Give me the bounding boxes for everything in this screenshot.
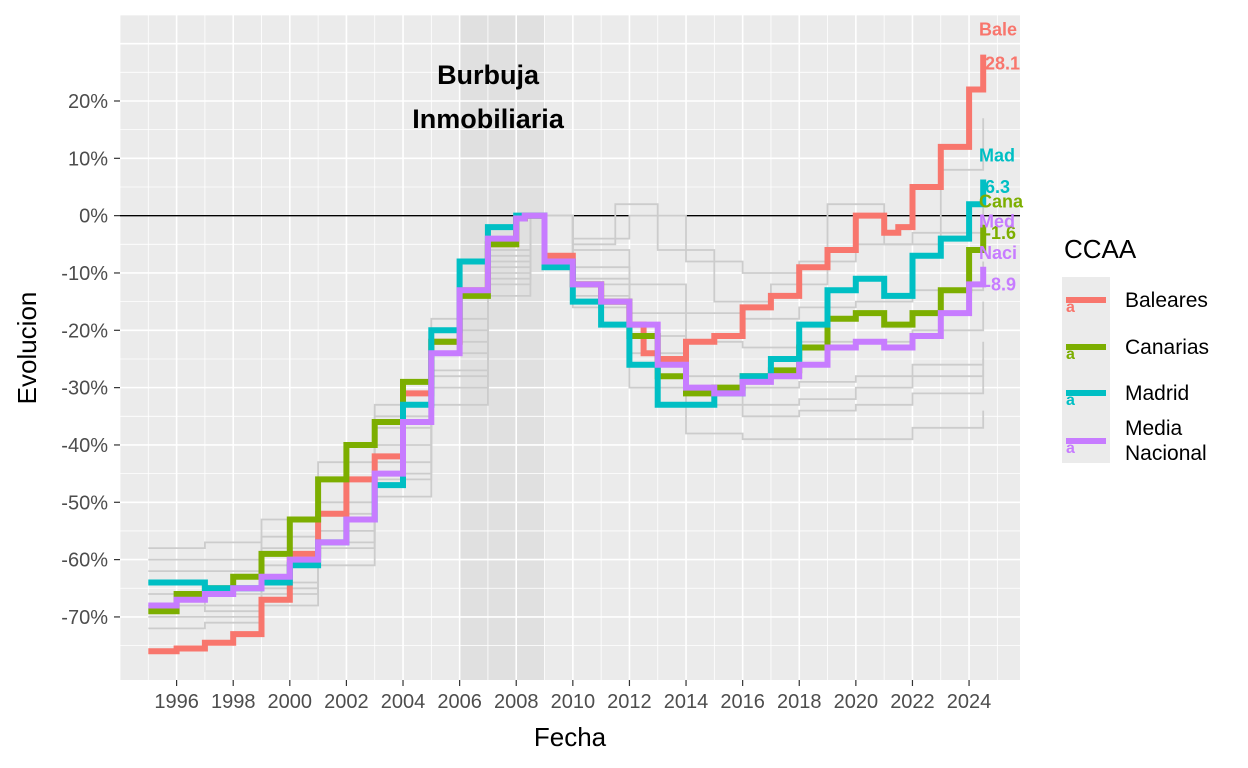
x-tick-label: 2024 (947, 691, 992, 713)
x-tick-label: 2006 (437, 691, 482, 713)
x-axis: 1996 1998 2000 2002 2004 2006 2008 2010 2012 2014… (154, 680, 991, 713)
legend-label: Baleares (1125, 289, 1208, 312)
series-line-media-nacional (148, 212, 987, 609)
x-tick-label: 2008 (494, 691, 539, 713)
legend: CCAA a Baleares a Canarias a Madrid a MediaNaci… (1062, 234, 1209, 465)
y-tick-label: 20% (68, 91, 108, 113)
bubble-shaded-region (459, 15, 545, 680)
legend-title: CCAA (1064, 234, 1137, 264)
bubble-annotation-line1: Burbuja (437, 60, 540, 90)
end-label-name: Naci (979, 243, 1017, 263)
y-tick-label: 0% (79, 206, 108, 228)
y-tick-label: -30% (61, 378, 108, 400)
legend-label: Canarias (1125, 336, 1209, 359)
end-label-value: -1.6 (985, 223, 1016, 243)
x-tick-label: 2012 (607, 691, 652, 713)
x-tick-label: 2002 (324, 691, 369, 713)
end-label-name: Mad (979, 145, 1015, 165)
x-tick-label: 2018 (777, 691, 822, 713)
highlight-series (148, 54, 987, 655)
y-tick-label: -20% (61, 320, 108, 342)
bubble-annotation-line2: Inmobiliaria (412, 104, 565, 134)
x-tick-label: 2000 (268, 691, 313, 713)
end-label-name: Bale (979, 19, 1017, 39)
x-tick-label: 1998 (211, 691, 256, 713)
y-axis: -70% -60% -50% -40% -30% -20% -10% 0% 10% 20% (61, 91, 120, 629)
y-tick-label: -10% (61, 263, 108, 285)
y-tick-label: -40% (61, 435, 108, 457)
y-tick-label: 10% (68, 148, 108, 170)
legend-key-glyph: a (1066, 346, 1075, 363)
legend-key-glyph: a (1066, 299, 1075, 316)
legend-label-line2: Nacional (1125, 442, 1207, 465)
x-tick-label: 2014 (664, 691, 709, 713)
y-tick-label: -60% (61, 550, 108, 572)
x-tick-label: 2016 (720, 691, 765, 713)
x-tick-label: 2004 (381, 691, 426, 713)
x-axis-title: Fecha (534, 722, 607, 752)
y-tick-label: -50% (61, 492, 108, 514)
x-tick-label: 1996 (154, 691, 199, 713)
x-tick-label: 2022 (890, 691, 935, 713)
series-line-region-11 (148, 214, 985, 613)
end-label-value: -8.9 (985, 274, 1016, 294)
x-tick-label: 2010 (551, 691, 596, 713)
legend-key-glyph: a (1066, 392, 1075, 409)
legend-label: Madrid (1125, 382, 1189, 405)
end-label-value: 6.3 (985, 177, 1010, 197)
end-label-value: 28.1 (985, 54, 1020, 74)
end-label-name: Cana (979, 191, 1024, 211)
panel-background (120, 15, 1020, 680)
x-tick-label: 2020 (834, 691, 879, 713)
legend-label: Media (1125, 417, 1183, 440)
legend-key-glyph: a (1066, 440, 1075, 457)
end-label-name: Med (979, 211, 1015, 231)
y-axis-title: Evolucion (12, 292, 42, 405)
legend-key-background (1062, 277, 1110, 463)
y-tick-label: -70% (61, 607, 108, 629)
